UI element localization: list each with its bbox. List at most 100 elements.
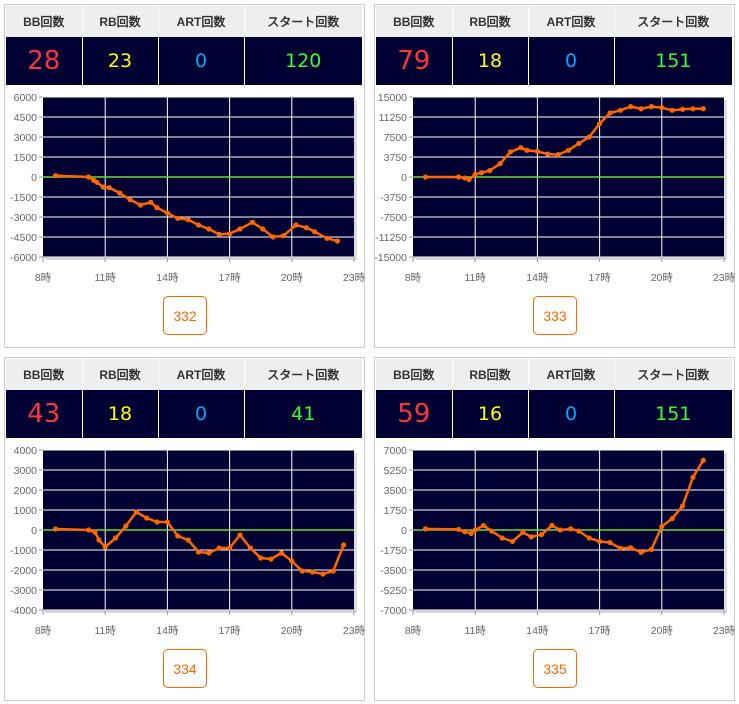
- data-point: [638, 549, 644, 555]
- data-point: [324, 235, 330, 241]
- art-count: 0: [158, 37, 245, 85]
- data-point: [669, 515, 675, 522]
- rb-count: 18: [452, 37, 529, 85]
- y-tick-label: 0: [31, 525, 37, 537]
- data-point: [617, 107, 623, 113]
- x-tick-label: 8時: [405, 272, 422, 284]
- x-tick-label: 14時: [156, 625, 179, 637]
- data-point: [247, 545, 253, 551]
- data-point: [487, 168, 493, 174]
- data-point: [216, 231, 222, 237]
- data-point: [468, 530, 474, 537]
- data-point: [462, 175, 468, 181]
- data-point: [312, 229, 318, 235]
- stats-table: BB回数 RB回数 ART回数 スタート回数 59 16 0 151: [376, 359, 733, 438]
- data-point: [102, 544, 108, 550]
- data-point: [175, 533, 181, 539]
- machine-number-button[interactable]: 332: [163, 296, 207, 335]
- y-tick-label: -1000: [10, 545, 37, 557]
- x-tick-label: 11時: [464, 272, 486, 284]
- y-tick-label: 15000: [378, 92, 407, 104]
- data-point: [700, 106, 706, 112]
- data-point: [576, 528, 582, 534]
- data-point: [249, 219, 256, 225]
- data-point: [480, 522, 487, 529]
- y-tick-label: 3500: [384, 485, 408, 497]
- data-point: [700, 457, 706, 463]
- series-line: [55, 510, 345, 576]
- data-point: [185, 537, 191, 543]
- y-tick-label: -3000: [10, 585, 37, 597]
- data-point: [237, 226, 243, 232]
- y-tick-label: 3750: [384, 152, 408, 164]
- data-point: [86, 527, 92, 533]
- data-point: [507, 149, 514, 155]
- data-point: [607, 110, 613, 116]
- y-tick-label: 1500: [14, 152, 38, 164]
- data-point: [565, 147, 572, 153]
- y-tick-label: 3000: [14, 465, 38, 477]
- stats-header: スタート回数: [614, 359, 733, 390]
- bb-count: 43: [6, 390, 83, 438]
- data-point: [86, 174, 92, 180]
- data-point: [509, 538, 516, 545]
- data-point: [341, 542, 347, 548]
- machine-number-button[interactable]: 334: [163, 649, 207, 688]
- data-point: [330, 568, 336, 574]
- x-tick-label: 20時: [281, 625, 304, 637]
- data-point: [679, 106, 686, 112]
- y-tick-label: -5250: [380, 585, 407, 597]
- data-point: [280, 233, 287, 239]
- data-point: [659, 105, 665, 111]
- machine-number-button[interactable]: 333: [533, 296, 577, 335]
- data-point: [148, 199, 154, 205]
- profit-line-chart: 15000 11250 7500 3750 0 -3750 -7500 -11250 -1500…: [375, 92, 735, 284]
- y-tick-label: -4000: [10, 605, 37, 617]
- data-point: [268, 556, 274, 562]
- start-count: 41: [244, 390, 363, 438]
- y-tick-label: 5250: [384, 465, 408, 477]
- data-point: [123, 523, 129, 529]
- data-point: [555, 152, 561, 158]
- data-point: [576, 140, 582, 146]
- machine-panel-335: BB回数 RB回数 ART回数 スタート回数 59 16 0 151 335 7000 5…: [374, 357, 735, 701]
- y-tick-label: 1750: [384, 505, 408, 517]
- y-tick-label: 7500: [384, 132, 408, 144]
- rb-count: 18: [82, 390, 159, 438]
- data-point: [586, 134, 592, 140]
- data-point: [497, 161, 503, 167]
- data-point: [206, 550, 212, 556]
- stats-header: RB回数: [452, 6, 529, 37]
- data-point: [628, 104, 634, 110]
- data-point: [100, 184, 106, 190]
- data-point: [320, 571, 326, 577]
- y-tick-label: -7000: [380, 605, 407, 617]
- stats-table: BB回数 RB回数 ART回数 スタート回数 79 18 0 151: [376, 6, 733, 85]
- data-point: [638, 106, 644, 112]
- data-point: [456, 174, 462, 180]
- rb-count: 23: [82, 37, 159, 85]
- data-point: [462, 529, 468, 535]
- y-tick-label: 2000: [14, 485, 38, 497]
- y-tick-label: -1750: [380, 545, 407, 557]
- data-point: [309, 569, 316, 575]
- data-point: [549, 522, 555, 529]
- data-point: [586, 535, 592, 541]
- data-point: [260, 226, 266, 232]
- data-point: [659, 523, 665, 530]
- data-point: [538, 531, 545, 538]
- data-point: [334, 238, 341, 244]
- y-tick-label: 0: [31, 172, 37, 184]
- data-point: [185, 217, 191, 223]
- start-count: 151: [614, 37, 733, 85]
- data-point: [299, 568, 305, 574]
- y-tick-label: -3500: [380, 565, 407, 577]
- art-count: 0: [528, 37, 615, 85]
- machine-number-button[interactable]: 335: [533, 649, 577, 688]
- data-point: [520, 529, 526, 535]
- stats-header: BB回数: [376, 359, 453, 390]
- data-point: [472, 171, 478, 177]
- y-tick-label: 11250: [379, 112, 408, 124]
- stats-table: BB回数 RB回数 ART回数 スタート回数 28 23 0 120: [6, 6, 363, 85]
- y-tick-label: -7500: [380, 212, 407, 224]
